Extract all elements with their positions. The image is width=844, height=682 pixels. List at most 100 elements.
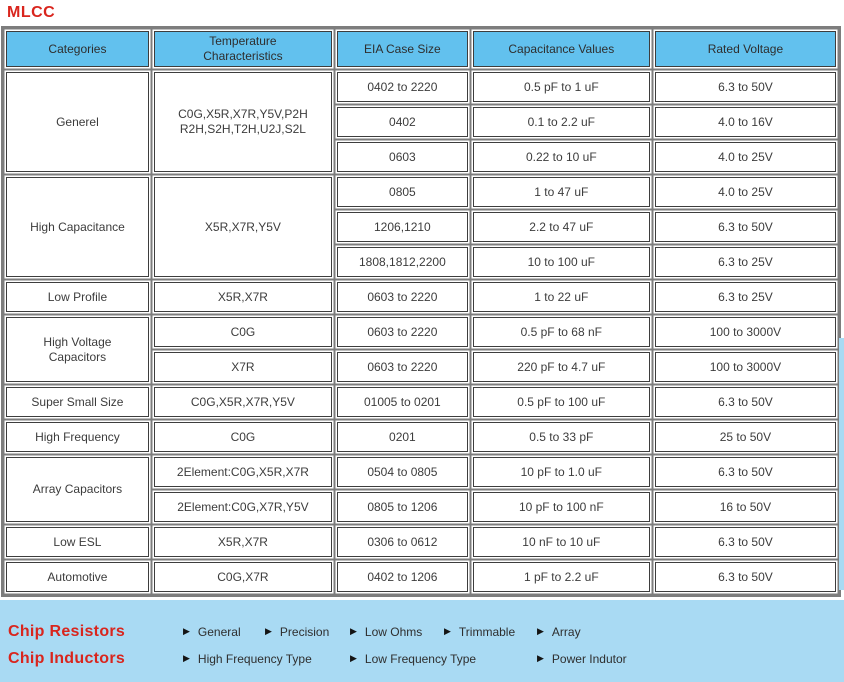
table-row: Automotive C0G,X7R 0402 to 1206 1 pF to …: [6, 562, 836, 592]
arrow-icon: ▶: [537, 626, 544, 636]
cell-capacitance: 0.5 pF to 68 nF: [472, 317, 650, 347]
cell-capacitance: 10 pF to 1.0 uF: [472, 457, 650, 487]
arrow-icon: ▶: [183, 626, 190, 636]
table-row: Low ESL X5R,X7R 0306 to 0612 10 nF to 10…: [6, 527, 836, 557]
link-label: Low Frequency Type: [364, 651, 477, 666]
chip-inductors-section: Chip Inductors ▶ High Frequency Type ▶ Low…: [0, 645, 844, 672]
link-label: Power Indutor: [551, 651, 627, 666]
cell-capacitance: 2.2 to 47 uF: [472, 212, 650, 242]
link-label: High Frequency Type: [197, 651, 312, 666]
cell-voltage: 6.3 to 25V: [654, 282, 836, 312]
link-label: General: [197, 624, 241, 639]
cell-voltage: 16 to 50V: [654, 492, 836, 522]
cell-voltage: 4.0 to 25V: [654, 177, 836, 207]
cell-voltage: 25 to 50V: [654, 422, 836, 452]
cell-capacitance: 0.22 to 10 uF: [472, 142, 650, 172]
table-row: Super Small Size C0G,X5R,X7R,Y5V 01005 t…: [6, 387, 836, 417]
cell-case-size: 0603 to 2220: [336, 317, 468, 347]
cell-case-size: 0402 to 1206: [336, 562, 468, 592]
cell-case-size: 01005 to 0201: [336, 387, 468, 417]
header-row: Categories Temperature Characteristics E…: [6, 31, 836, 67]
link-low-frequency-type[interactable]: ▶ Low Frequency Type: [350, 652, 537, 666]
cell-temp-characteristics: C0G,X7R: [153, 562, 332, 592]
cell-category: Automotive: [6, 562, 149, 592]
cell-capacitance: 1 pF to 2.2 uF: [472, 562, 650, 592]
cell-voltage: 6.3 to 25V: [654, 247, 836, 277]
section-title-chip-resistors: Chip Resistors: [8, 622, 126, 640]
cell-capacitance: 0.5 pF to 1 uF: [472, 72, 650, 102]
link-general[interactable]: ▶ General: [183, 625, 265, 639]
cell-voltage: 6.3 to 50V: [654, 562, 836, 592]
cell-capacitance: 10 to 100 uF: [472, 247, 650, 277]
cell-temp-characteristics: 2Element:C0G,X5R,X7R: [153, 457, 332, 487]
mlcc-table: Categories Temperature Characteristics E…: [1, 26, 841, 597]
table-row: 2Element:C0G,X7R,Y5V 0805 to 1206 10 pF …: [6, 492, 836, 522]
link-label: Precision: [279, 624, 330, 639]
cell-temp-characteristics: X5R,X7R: [153, 527, 332, 557]
background-accent: [839, 338, 844, 590]
cell-case-size: 0402: [336, 107, 468, 137]
link-precision[interactable]: ▶ Precision: [265, 625, 350, 639]
link-label: Array: [551, 624, 581, 639]
cell-capacitance: 10 pF to 100 nF: [472, 492, 650, 522]
cell-voltage: 6.3 to 50V: [654, 527, 836, 557]
cell-category: Low Profile: [6, 282, 149, 312]
column-header-eia-case-size: EIA Case Size: [336, 31, 468, 67]
cell-case-size: 1206,1210: [336, 212, 468, 242]
cell-temp-characteristics: X7R: [153, 352, 332, 382]
table-row: 0402 0.1 to 2.2 uF 4.0 to 16V: [6, 107, 836, 137]
cell-case-size: 0603 to 2220: [336, 352, 468, 382]
link-trimmable[interactable]: ▶ Trimmable: [444, 625, 537, 639]
section-title-chip-inductors: Chip Inductors: [8, 649, 126, 667]
cell-case-size: 0805 to 1206: [336, 492, 468, 522]
page-title: MLCC: [7, 4, 56, 21]
table-row: 1808,1812,2200 10 to 100 uF 6.3 to 25V: [6, 247, 836, 277]
link-array[interactable]: ▶ Array: [537, 625, 581, 639]
table-row: High Frequency C0G 0201 0.5 to 33 pF 25 …: [6, 422, 836, 452]
cell-capacitance: 1 to 47 uF: [472, 177, 650, 207]
table-row: High Voltage Capacitors C0G 0603 to 2220…: [6, 317, 836, 382]
arrow-icon: ▶: [350, 626, 357, 636]
cell-voltage: 4.0 to 16V: [654, 107, 836, 137]
cell-capacitance: 0.5 pF to 100 uF: [472, 387, 650, 417]
link-label: Low Ohms: [364, 624, 423, 639]
arrow-icon: ▶: [183, 653, 190, 663]
arrow-icon: ▶: [265, 626, 272, 636]
cell-case-size: 0805: [336, 177, 468, 207]
cell-category: Low ESL: [6, 527, 149, 557]
cell-voltage: 6.3 to 50V: [654, 457, 836, 487]
cell-temp-characteristics: X5R,X7R,Y5V: [153, 177, 332, 277]
cell-case-size: 0504 to 0805: [336, 457, 468, 487]
column-header-rated-voltage: Rated Voltage: [654, 31, 836, 67]
cell-case-size: 0603 to 2220: [336, 282, 468, 312]
arrow-icon: ▶: [444, 626, 451, 636]
cell-category: High Capacitance: [6, 177, 149, 277]
cell-category: Array Capacitors: [6, 457, 149, 522]
column-header-capacitance-values: Capacitance Values: [472, 31, 650, 67]
link-low-ohms[interactable]: ▶ Low Ohms: [350, 625, 444, 639]
column-header-categories: Categories: [6, 31, 149, 67]
table-row: Array Capacitors 2Element:C0G,X5R,X7R 05…: [6, 457, 836, 522]
table-row: Generel C0G,X5R,X7R,Y5V,P2H R2H,S2H,T2H,…: [6, 72, 836, 172]
link-high-frequency-type[interactable]: ▶ High Frequency Type: [183, 652, 350, 666]
link-power-indutor[interactable]: ▶ Power Indutor: [537, 652, 627, 666]
arrow-icon: ▶: [537, 653, 544, 663]
cell-temp-characteristics: C0G,X5R,X7R,Y5V: [153, 387, 332, 417]
arrow-icon: ▶: [350, 653, 357, 663]
table-row: High Capacitance X5R,X7R,Y5V 0805 1 to 4…: [6, 177, 836, 277]
cell-voltage: 4.0 to 25V: [654, 142, 836, 172]
link-label: Trimmable: [458, 624, 516, 639]
cell-category: High Voltage Capacitors: [6, 317, 149, 382]
chip-resistors-section: Chip Resistors ▶ General ▶ Precision ▶ Low …: [0, 618, 844, 645]
cell-case-size: 0201: [336, 422, 468, 452]
table-row: X7R 0603 to 2220 220 pF to 4.7 uF 100 to…: [6, 352, 836, 382]
cell-case-size: 0306 to 0612: [336, 527, 468, 557]
cell-case-size: 0402 to 2220: [336, 72, 468, 102]
cell-case-size: 1808,1812,2200: [336, 247, 468, 277]
cell-voltage: 100 to 3000V: [654, 352, 836, 382]
cell-case-size: 0603: [336, 142, 468, 172]
chip-inductors-links: ▶ High Frequency Type ▶ Low Frequency Type…: [183, 652, 627, 666]
cell-capacitance: 10 nF to 10 uF: [472, 527, 650, 557]
column-header-temperature-characteristics: Temperature Characteristics: [153, 31, 332, 67]
cell-category: Super Small Size: [6, 387, 149, 417]
